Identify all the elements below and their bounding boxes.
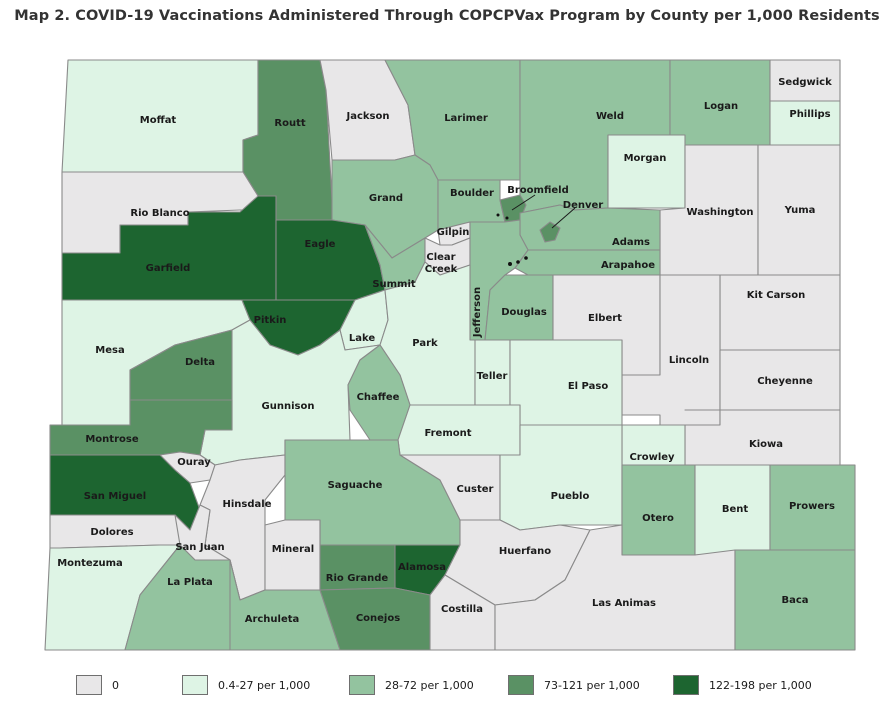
label-huerfano: Huerfano: [499, 546, 551, 557]
label-gunnison: Gunnison: [262, 401, 315, 412]
label-hinsdale: Hinsdale: [223, 499, 272, 510]
label-jackson: Jackson: [346, 111, 390, 122]
label-phillips: Phillips: [789, 109, 830, 120]
label-mesa: Mesa: [95, 345, 124, 356]
label-garfield: Garfield: [146, 263, 191, 274]
label-mineral: Mineral: [272, 544, 314, 555]
label-rio-grande: Rio Grande: [326, 573, 389, 584]
map-legend: 0 0.4-27 per 1,000 28-72 per 1,000 73-12…: [0, 670, 894, 700]
label-baca: Baca: [781, 595, 808, 606]
label-logan: Logan: [704, 101, 738, 112]
county-kit-carson[interactable]: [719, 274, 841, 351]
label-dolores: Dolores: [90, 527, 133, 538]
label-clear-creek: Clear Creek: [425, 252, 458, 275]
label-denver: Denver: [563, 200, 604, 211]
legend-item-3: 73-121 per 1,000: [508, 674, 640, 696]
legend-swatch: [508, 675, 534, 695]
legend-item-0: 0: [76, 674, 119, 696]
legend-label: 28-72 per 1,000: [385, 678, 474, 692]
colorado-county-map: Moffat Routt Jackson Larimer Weld Logan …: [44, 59, 856, 651]
label-boulder: Boulder: [450, 188, 494, 199]
label-custer: Custer: [457, 484, 494, 495]
legend-item-2: 28-72 per 1,000: [349, 674, 474, 696]
label-chaffee: Chaffee: [357, 392, 400, 403]
legend-label: 0: [112, 678, 119, 692]
label-lake: Lake: [349, 333, 376, 344]
label-eagle: Eagle: [305, 239, 336, 250]
county-otero[interactable]: [621, 464, 696, 556]
label-kit-carson: Kit Carson: [747, 290, 805, 301]
label-lincoln: Lincoln: [669, 355, 709, 366]
label-summit: Summit: [372, 279, 416, 290]
label-las-animas: Las Animas: [592, 598, 656, 609]
legend-label: 0.4-27 per 1,000: [218, 678, 311, 692]
label-conejos: Conejos: [356, 613, 400, 624]
label-pitkin: Pitkin: [254, 315, 287, 326]
label-larimer: Larimer: [444, 113, 488, 124]
legend-label: 73-121 per 1,000: [544, 678, 640, 692]
label-costilla: Costilla: [441, 604, 483, 615]
label-crowley: Crowley: [629, 452, 675, 463]
label-douglas: Douglas: [501, 307, 547, 318]
label-san-juan: San Juan: [175, 542, 224, 553]
label-fremont: Fremont: [424, 428, 471, 439]
label-montrose: Montrose: [85, 434, 138, 445]
county-mineral[interactable]: [264, 519, 321, 591]
legend-swatch: [349, 675, 375, 695]
label-arapahoe: Arapahoe: [601, 260, 655, 271]
label-moffat: Moffat: [140, 115, 177, 126]
legend-label: 122-198 per 1,000: [709, 678, 812, 692]
map-title: Map 2. COVID-19 Vaccinations Administere…: [14, 8, 880, 24]
county-denver[interactable]: [539, 221, 561, 243]
legend-swatch: [76, 675, 102, 695]
county-phillips[interactable]: [769, 100, 841, 146]
label-saguache: Saguache: [328, 480, 383, 491]
county-baca[interactable]: [734, 549, 856, 651]
label-la-plata: La Plata: [167, 577, 213, 588]
label-weld: Weld: [596, 111, 624, 122]
county-grand[interactable]: [331, 154, 439, 259]
label-yuma: Yuma: [784, 205, 816, 216]
label-teller: Teller: [477, 371, 508, 382]
label-morgan: Morgan: [624, 153, 667, 164]
leader-lines: [511, 194, 576, 229]
label-rio-blanco: Rio Blanco: [130, 208, 189, 219]
label-bent: Bent: [722, 504, 749, 515]
metro-enclave-dots: [496, 213, 528, 266]
legend-swatch: [182, 675, 208, 695]
label-washington: Washington: [687, 207, 754, 218]
label-elbert: Elbert: [588, 313, 622, 324]
label-cheyenne: Cheyenne: [757, 376, 813, 387]
label-pueblo: Pueblo: [551, 491, 590, 502]
label-delta: Delta: [185, 357, 215, 368]
label-archuleta: Archuleta: [245, 614, 300, 625]
label-montezuma: Montezuma: [57, 558, 123, 569]
label-park: Park: [412, 338, 438, 349]
label-routt: Routt: [274, 118, 305, 129]
label-alamosa: Alamosa: [398, 562, 446, 573]
legend-item-1: 0.4-27 per 1,000: [182, 674, 310, 696]
label-broomfield: Broomfield: [507, 185, 569, 196]
label-prowers: Prowers: [789, 501, 835, 512]
label-sedgwick: Sedgwick: [778, 77, 832, 88]
label-kiowa: Kiowa: [749, 439, 783, 450]
label-san-miguel: San Miguel: [84, 491, 146, 502]
label-otero: Otero: [642, 513, 674, 524]
county-lincoln[interactable]: [621, 274, 721, 426]
county-morgan[interactable]: [607, 134, 686, 209]
label-adams: Adams: [612, 237, 650, 248]
label-el-paso: El Paso: [568, 381, 609, 392]
label-grand: Grand: [369, 193, 403, 204]
label-ouray: Ouray: [177, 457, 211, 468]
label-gilpin: Gilpin: [437, 227, 470, 238]
label-jefferson: Jefferson: [472, 287, 483, 338]
legend-swatch: [673, 675, 699, 695]
legend-item-4: 122-198 per 1,000: [673, 674, 812, 696]
